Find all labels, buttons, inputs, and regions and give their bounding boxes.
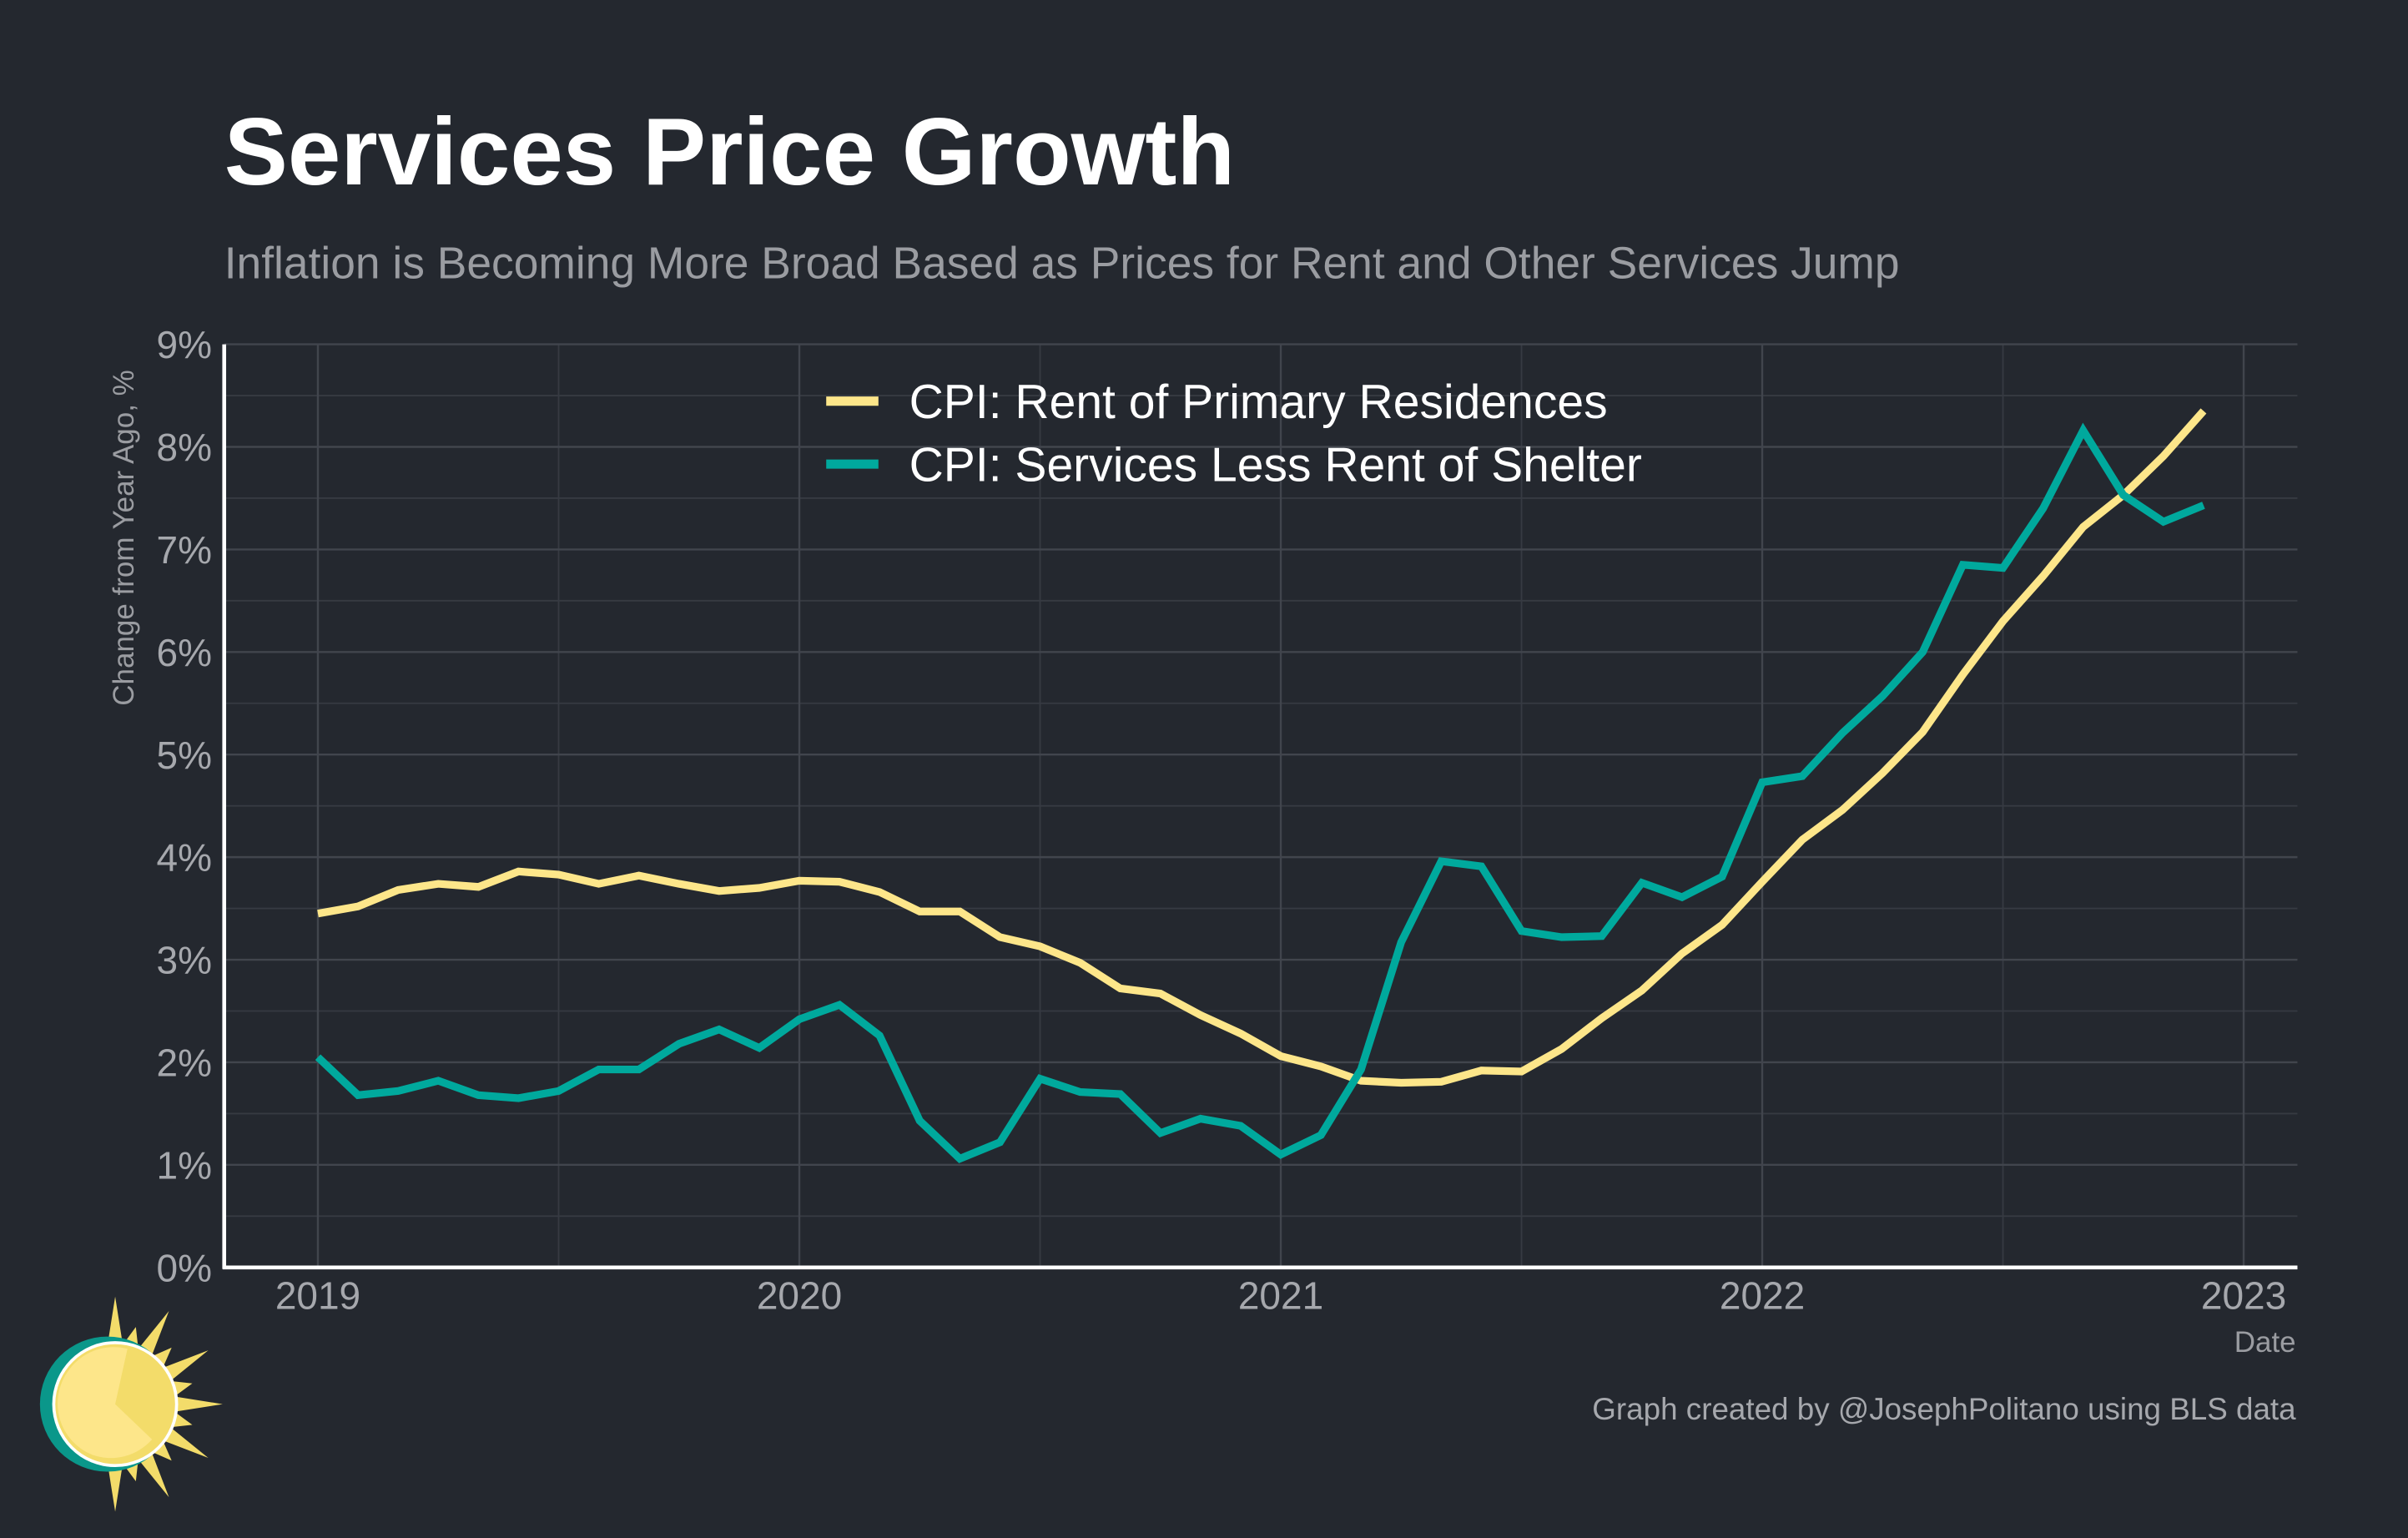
legend-label-services: CPI: Services Less Rent of Shelter	[909, 438, 1642, 492]
series-line	[317, 408, 2207, 1087]
legend-label-rent: CPI: Rent of Primary Residences	[909, 376, 1608, 429]
x-tick-label: 2021	[1238, 1273, 1323, 1317]
sun-icon	[39, 1296, 223, 1512]
y-tick-label: 1%	[157, 1143, 212, 1187]
y-tick-label: 9%	[157, 323, 212, 366]
y-axis-label: Change from Year Ago, %	[108, 370, 140, 705]
y-axis-ticks: 0% 1% 2% 3% 4% 5% 6% 7% 8% 9%	[157, 323, 212, 1289]
x-axis-ticks: 2019 2020 2021 2022 2023	[275, 1273, 2286, 1317]
y-tick-label: 4%	[157, 836, 212, 880]
series-line	[315, 422, 2205, 1163]
series-lines	[315, 408, 2207, 1163]
x-tick-label: 2023	[2201, 1273, 2286, 1317]
chart-title: Services Price Growth	[224, 99, 1235, 205]
y-tick-label: 0%	[157, 1246, 212, 1289]
y-tick-label: 2%	[157, 1041, 212, 1085]
series-services-less-rent	[315, 422, 2205, 1163]
x-tick-label: 2020	[757, 1273, 842, 1317]
legend-item-rent: CPI: Rent of Primary Residences	[826, 376, 1608, 429]
legend-item-services: CPI: Services Less Rent of Shelter	[826, 438, 1642, 492]
x-tick-label: 2022	[1720, 1273, 1805, 1317]
y-tick-label: 6%	[157, 631, 212, 674]
y-tick-label: 5%	[157, 734, 212, 777]
legend: CPI: Rent of Primary Residences CPI: Ser…	[826, 376, 1642, 492]
series-rent	[317, 408, 2207, 1087]
x-axis-label: Date	[2234, 1326, 2296, 1359]
caption: Graph created by @JosephPolitano using B…	[1592, 1392, 2296, 1426]
y-tick-label: 3%	[157, 939, 212, 982]
x-tick-label: 2019	[275, 1273, 360, 1317]
chart-subtitle: Inflation is Becoming More Broad Based a…	[224, 239, 1900, 288]
y-tick-label: 7%	[157, 528, 212, 572]
y-tick-label: 8%	[157, 426, 212, 469]
